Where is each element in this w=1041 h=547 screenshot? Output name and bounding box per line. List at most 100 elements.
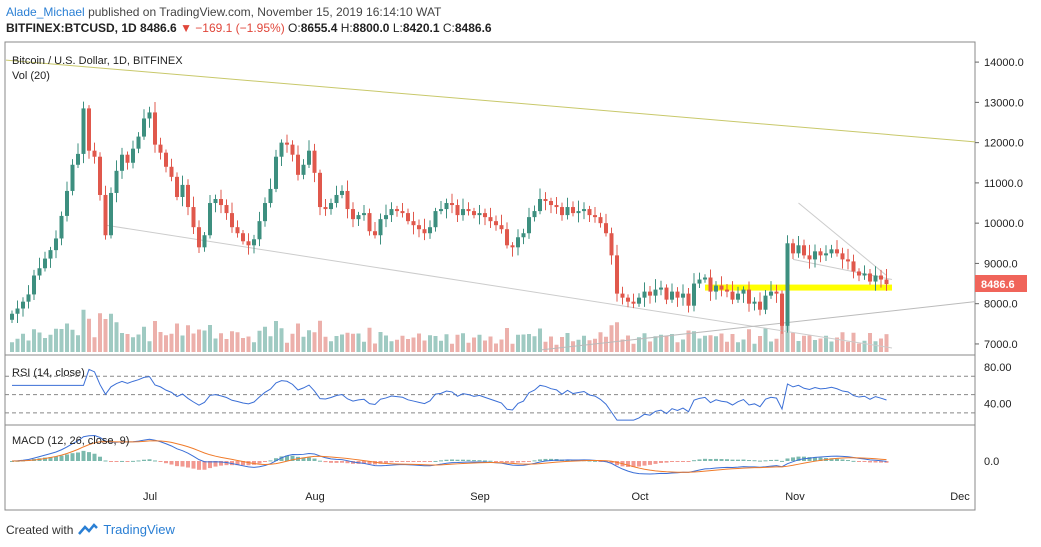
rsi-line	[12, 368, 887, 421]
volume-bar	[246, 336, 251, 352]
volume-bar	[384, 335, 388, 352]
candle-body	[136, 136, 141, 149]
macd-signal-line	[11, 440, 887, 473]
macd-histogram-bar	[59, 455, 64, 461]
candle-body	[598, 217, 603, 224]
last-price-badge-text: 8486.6	[981, 279, 1015, 291]
macd-histogram-bar	[213, 461, 218, 467]
candle-body	[681, 293, 685, 298]
candle-body	[263, 203, 267, 222]
volume-bar	[615, 322, 619, 352]
candle-body	[543, 199, 548, 202]
open-label: O:	[288, 21, 301, 35]
volume-bar	[824, 335, 828, 352]
volume-bar	[725, 341, 729, 352]
volume-bar	[252, 342, 256, 352]
candle-body	[752, 301, 757, 304]
candle-body	[477, 213, 482, 216]
time-tick-label: Dec	[950, 491, 970, 503]
volume-bar	[626, 335, 630, 352]
symbol-label: BITFINEX:BTCUSD, 1D	[6, 21, 137, 35]
main-title: Bitcoin / U.S. Dollar, 1D, BITFINEX	[12, 55, 183, 67]
volume-bar	[48, 334, 53, 352]
volume-bar	[543, 341, 548, 352]
macd-histogram-bar	[708, 459, 713, 461]
candle-body	[835, 249, 839, 254]
macd-histogram-bar	[494, 461, 498, 462]
candle-body	[10, 313, 14, 320]
candle-body	[725, 289, 729, 292]
volume-bar	[763, 328, 768, 352]
macd-histogram-bar	[340, 461, 344, 463]
candle-body	[796, 245, 801, 254]
macd-histogram-bar	[747, 460, 751, 462]
candle-body	[626, 297, 630, 302]
low-label: L:	[392, 21, 403, 35]
candle-body	[631, 301, 636, 304]
volume-bar	[719, 333, 724, 352]
candle-body	[307, 150, 311, 165]
macd-histogram-bar	[274, 458, 278, 461]
candle-body	[538, 199, 542, 212]
candle-body	[340, 190, 344, 195]
candle-body	[774, 291, 779, 294]
volume-bar	[686, 330, 691, 352]
candle-body	[114, 170, 119, 193]
candle-body	[868, 273, 872, 282]
volume-bar	[296, 323, 300, 352]
author-link[interactable]: Alade_Michael	[6, 5, 85, 19]
volume-bar	[307, 330, 311, 352]
volume-bar	[241, 338, 245, 352]
candle-body	[488, 217, 493, 222]
volume-bar	[400, 335, 405, 352]
time-tick-label: Nov	[785, 491, 805, 503]
candle-body	[103, 194, 108, 236]
volume-bar	[422, 340, 427, 352]
candle-body	[615, 255, 619, 294]
volume-bar	[70, 329, 75, 352]
macd-histogram-bar	[873, 461, 878, 463]
price-chart[interactable]: 40.00 80.00 0.0 7000.0 8000.0 9000.0 10000.0 11…	[0, 0, 1041, 520]
volume-bar	[37, 332, 42, 352]
volume-bar	[747, 329, 751, 352]
volume-bar	[219, 333, 223, 352]
candle-body	[659, 287, 663, 290]
volume-bar	[87, 318, 91, 352]
price-tick-label: 12000.0	[984, 138, 1024, 150]
candle-body	[802, 245, 806, 256]
volume-bar	[521, 334, 526, 352]
volume-bar	[395, 339, 399, 352]
candle-body	[411, 221, 416, 226]
macd-histogram-bar	[499, 461, 504, 462]
volume-bar	[609, 325, 614, 352]
change-text: −169.1 (−1.95%)	[195, 21, 285, 35]
volume-bar	[857, 343, 861, 352]
volume-bar	[516, 334, 520, 352]
volume-bar	[186, 325, 190, 352]
macd-histogram-bar	[774, 459, 779, 461]
macd-histogram-bar	[345, 461, 350, 464]
volume-bar	[59, 329, 64, 352]
macd-histogram-bar	[686, 461, 691, 462]
lower-trendline	[105, 224, 893, 349]
volume-bar	[433, 336, 438, 352]
volume-bar	[527, 334, 531, 352]
candle-body	[637, 297, 641, 304]
macd-histogram-bar	[428, 461, 432, 462]
candle-body	[719, 285, 724, 290]
volume-bar	[147, 341, 152, 352]
candle-body	[367, 213, 372, 232]
candle-body	[37, 268, 42, 276]
volume-bar	[26, 340, 31, 352]
volume-bar	[631, 343, 636, 352]
macd-histogram-bar	[598, 461, 603, 462]
volume-bar	[164, 335, 168, 352]
macd-histogram-bar	[109, 461, 113, 462]
candle-body	[125, 154, 130, 163]
volume-bar	[736, 342, 740, 352]
candle-body	[840, 253, 845, 260]
candle-body	[455, 205, 460, 216]
brand-link[interactable]: TradingView	[103, 522, 175, 537]
candle-body	[747, 289, 751, 304]
macd-histogram-bar	[510, 461, 515, 463]
